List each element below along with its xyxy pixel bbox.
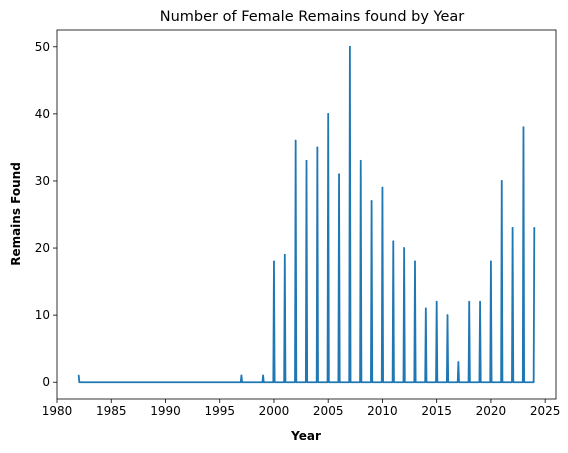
data-point <box>414 260 416 263</box>
data-point <box>273 260 275 263</box>
data-point <box>283 253 286 256</box>
data-point <box>359 159 362 162</box>
data-point <box>77 374 80 377</box>
data-point <box>370 200 373 202</box>
x-tick-label: 2005 <box>313 404 344 418</box>
data-point <box>305 159 308 162</box>
data-point <box>424 307 427 310</box>
y-tick-label: 20 <box>35 241 50 255</box>
x-tick-label: 2010 <box>367 404 398 418</box>
data-point <box>511 227 514 229</box>
data-point <box>479 300 481 303</box>
x-tick-label: 1980 <box>42 404 73 418</box>
x-tick-label: 1995 <box>204 404 235 418</box>
data-point <box>316 146 319 149</box>
data-point <box>435 300 438 303</box>
y-axis-title: Remains Found <box>9 162 23 266</box>
data-point <box>381 186 384 189</box>
data-point <box>392 240 395 243</box>
data-point <box>403 247 406 249</box>
x-tick-label: 1990 <box>150 404 181 418</box>
data-point <box>327 112 330 115</box>
x-tick-label: 2015 <box>421 404 452 418</box>
x-tick-label: 2020 <box>476 404 507 418</box>
y-tick-label: 30 <box>35 174 50 188</box>
y-tick-label: 10 <box>35 308 50 322</box>
x-axis: 1980 1985 1990 1995 2000 2005 2010 2015 2020 2025 <box>42 399 561 418</box>
data-point <box>468 300 471 303</box>
series-layer <box>77 45 536 384</box>
data-point <box>533 227 536 229</box>
data-point <box>262 374 265 377</box>
x-axis-title: Year <box>290 429 321 443</box>
x-tick-label: 2025 <box>530 404 561 418</box>
series-line <box>77 45 536 384</box>
data-point <box>500 180 503 182</box>
data-point <box>338 173 340 176</box>
data-point <box>348 45 351 48</box>
y-tick-label: 50 <box>35 40 50 54</box>
data-point <box>490 260 492 263</box>
plot-area-frame <box>56 29 557 400</box>
data-point <box>522 126 525 129</box>
y-axis: 0 10 20 30 40 50 <box>35 40 57 389</box>
data-point <box>446 314 449 317</box>
data-point <box>294 139 297 142</box>
y-tick-label: 40 <box>35 107 50 121</box>
x-tick-label: 1985 <box>96 404 127 418</box>
x-tick-label: 2000 <box>259 404 290 418</box>
data-point <box>457 361 460 363</box>
data-point <box>240 374 243 377</box>
y-tick-label: 0 <box>42 375 50 389</box>
chart-title: Number of Female Remains found by Year <box>160 9 465 25</box>
